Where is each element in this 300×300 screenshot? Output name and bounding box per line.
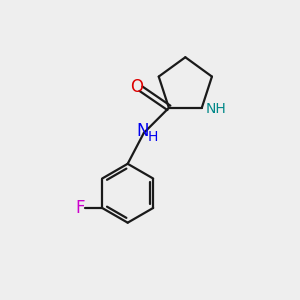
Text: N: N	[136, 122, 148, 140]
Text: O: O	[130, 78, 143, 96]
Text: H: H	[148, 130, 158, 144]
Text: NH: NH	[205, 102, 226, 116]
Text: F: F	[75, 199, 85, 217]
